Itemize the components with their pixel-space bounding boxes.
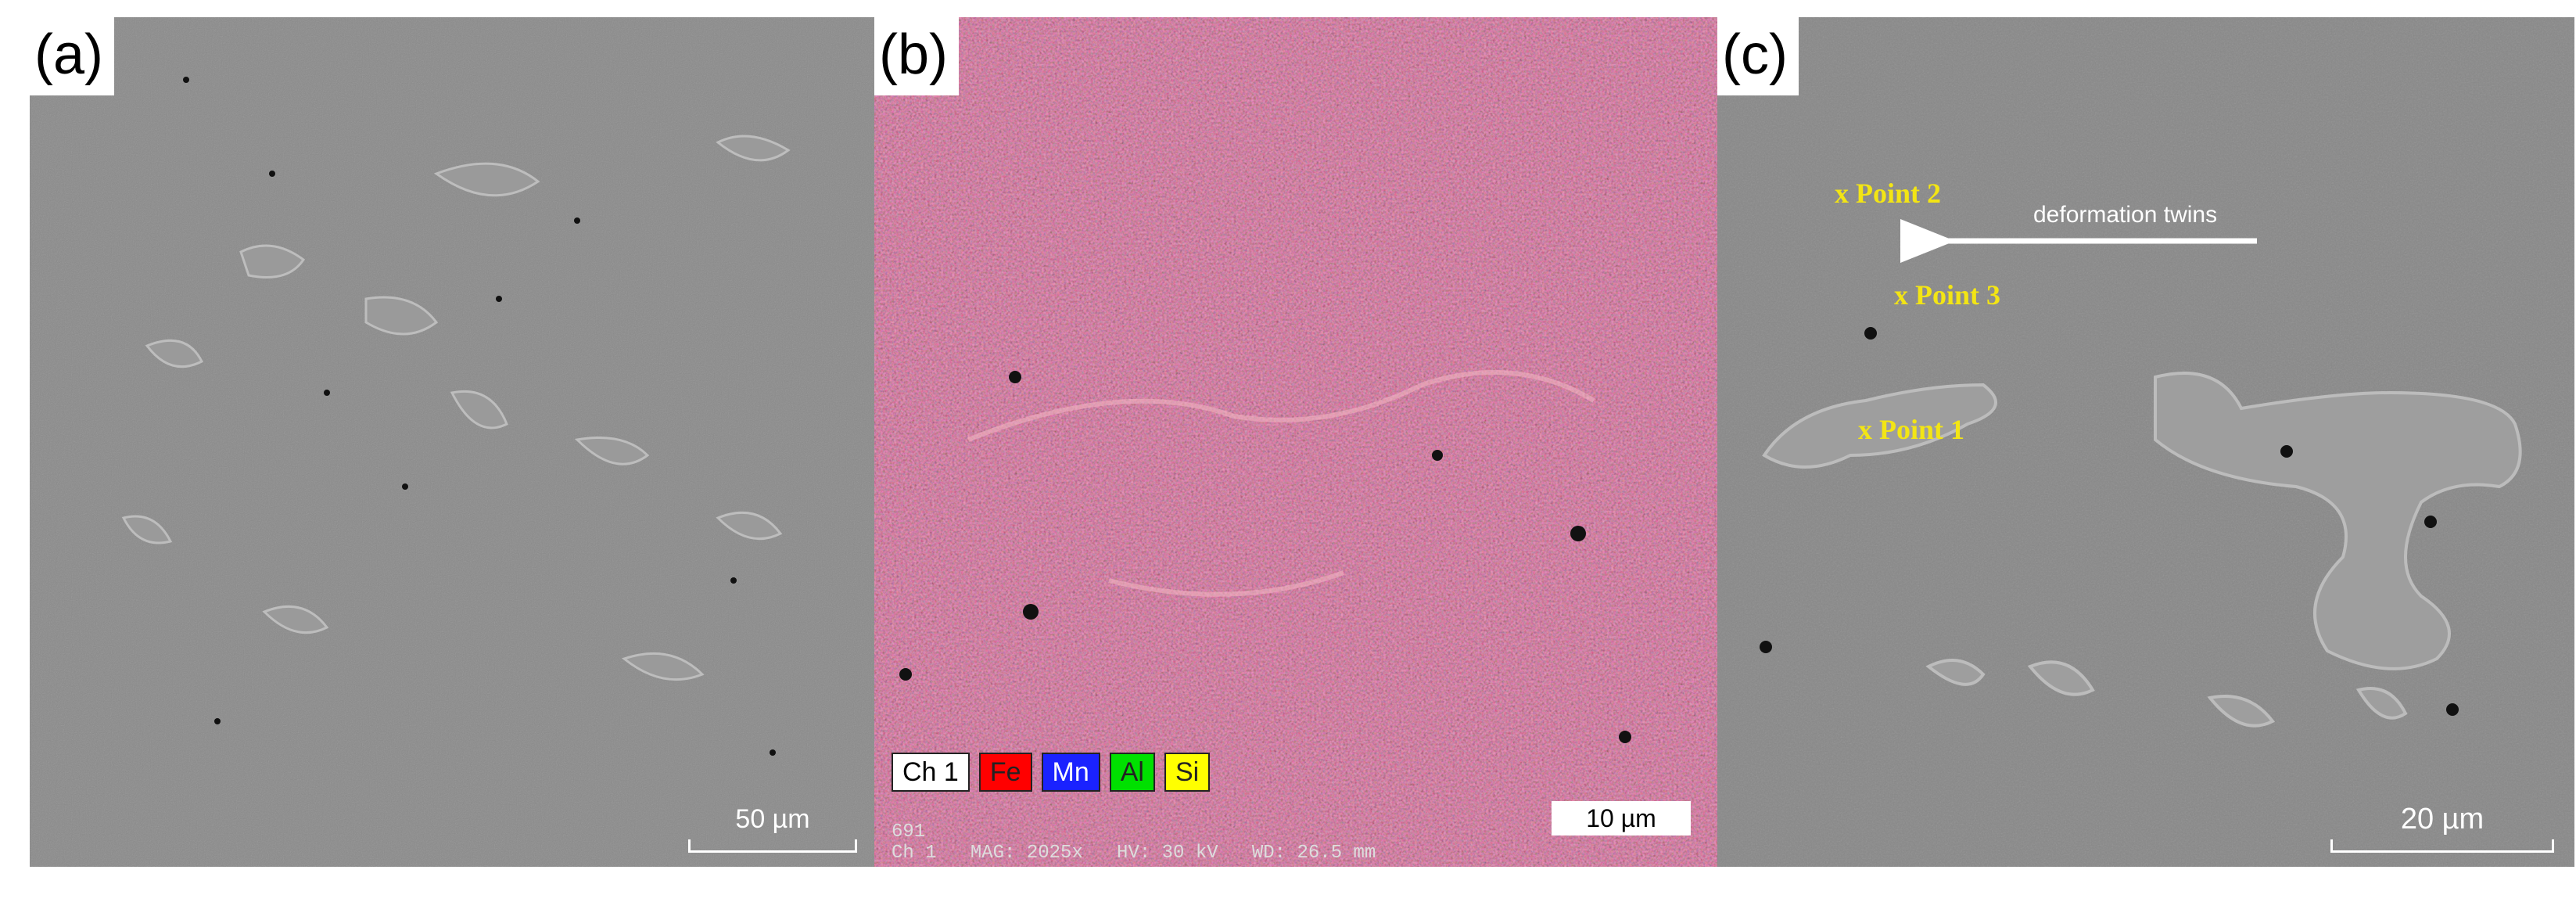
legend-chip-mn: Mn <box>1041 753 1100 792</box>
point-3-label: x Point 3 <box>1894 279 2001 311</box>
panel-label-b: (b) <box>874 17 959 95</box>
point-1-label: x Point 1 <box>1858 414 1965 445</box>
scale-bar-c: 20 µm <box>2330 803 2554 853</box>
panel-label-c: (c) <box>1717 17 1799 95</box>
scale-bar-b: 10 µm <box>1552 801 1691 836</box>
eds-footer-id: 691 <box>892 821 926 843</box>
legend-chip-al: Al <box>1109 753 1155 792</box>
point-2-label: x Point 2 <box>1835 178 1942 209</box>
eds-footer: 691 Ch 1 MAG: 2025x HV: 30 kV WD: 26.5 mm <box>892 821 1376 864</box>
scale-bar-label-c: 20 µm <box>2400 803 2485 836</box>
element-legend: Ch 1 Fe Mn Al Si <box>892 753 1211 792</box>
legend-chip-ch1: Ch 1 <box>892 753 970 792</box>
sem-micrograph-c <box>1717 17 2574 867</box>
scale-bar-a: 50 µm <box>688 804 857 853</box>
scale-bar-line-a <box>688 839 857 853</box>
panel-label-a: (a) <box>30 17 114 95</box>
legend-chip-fe: Fe <box>978 753 1032 792</box>
scale-bar-line-c <box>2330 839 2554 853</box>
sem-image-panel-a: (a) 50 µm <box>30 17 874 867</box>
sem-micrograph-a <box>30 17 874 867</box>
scale-bar-label-a: 50 µm <box>735 804 810 834</box>
deformation-twins-label: deformation twins <box>2033 202 2218 228</box>
eds-footer-meta: Ch 1 MAG: 2025x HV: 30 kV WD: 26.5 mm <box>892 843 1376 864</box>
legend-chip-si: Si <box>1164 753 1211 792</box>
eds-elemental-map <box>874 17 1717 867</box>
sem-image-panel-c: (c) x Point 2 x Point 3 x Point 1 deform… <box>1717 17 2574 867</box>
eds-map-panel-b: (b) Ch 1 Fe Mn Al Si 10 µm 691 Ch 1 MAG: … <box>874 17 1717 867</box>
